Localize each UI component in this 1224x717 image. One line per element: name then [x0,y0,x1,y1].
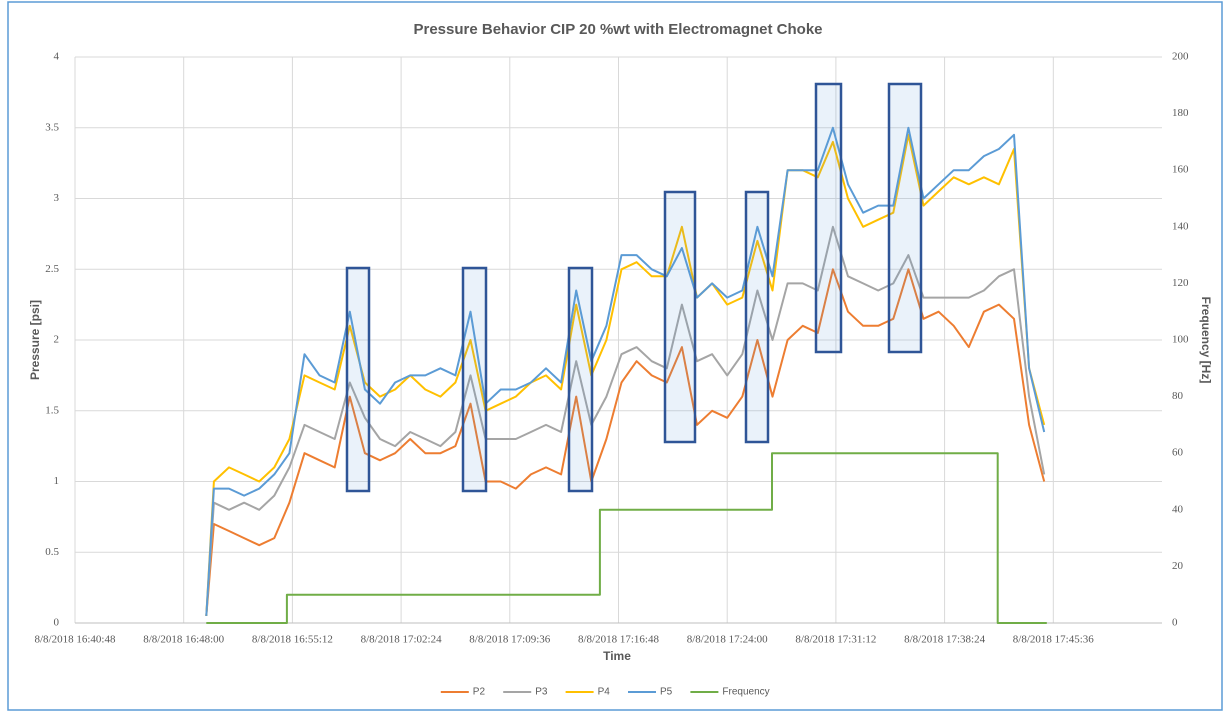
chart-title: Pressure Behavior CIP 20 %wt with Electr… [413,21,822,38]
y-tick-label: 3 [54,192,60,204]
y2-tick-label: 120 [1172,277,1189,289]
series-line [205,126,1046,616]
grid: 00.511.522.533.5402040608010012014016018… [35,51,1189,646]
x-tick-label: 8/8/2018 16:48:00 [143,634,224,646]
y-tick-label: 2 [54,334,60,346]
x-tick-label: 8/8/2018 17:24:00 [687,634,768,646]
highlight-box [663,190,697,444]
x-tick-label: 8/8/2018 16:55:12 [252,634,333,646]
x-tick-label: 8/8/2018 17:38:24 [904,634,985,646]
highlight-box [814,82,843,354]
plot-lines [205,126,1047,624]
series-line [206,452,1047,624]
y2-tick-label: 0 [1172,617,1178,629]
y-tick-label: 1.5 [45,404,59,416]
y2-tick-label: 180 [1172,107,1189,119]
y2-tick-label: 200 [1172,51,1189,63]
x-tick-label: 8/8/2018 17:31:12 [795,634,876,646]
legend-label: P5 [660,687,673,698]
x-tick-label: 8/8/2018 16:40:48 [35,634,116,646]
x-axis-title: Time [603,649,631,663]
legend-label: P2 [473,687,486,698]
y-axis-title: Pressure [psi] [28,300,42,380]
y2-tick-label: 160 [1172,164,1189,176]
series-line [205,225,1046,616]
legend: P2 P3 P4 P5 Frequency [440,687,770,698]
y2-tick-label: 140 [1172,220,1189,232]
series-line [205,268,1046,616]
legend-label: P3 [535,687,548,698]
highlight-box [744,190,770,444]
y-tick-label: 2.5 [45,263,59,275]
y2-tick-label: 20 [1172,560,1184,572]
y-tick-label: 1 [54,475,60,487]
legend-label: P4 [598,687,611,698]
highlight-box [461,266,488,493]
x-tick-label: 8/8/2018 17:45:36 [1013,634,1094,646]
highlight-box [345,266,371,493]
y2-tick-label: 60 [1172,447,1184,459]
legend-label: Frequency [722,687,769,698]
y-tick-label: 0 [54,617,60,629]
highlight-box [887,82,923,354]
y-tick-label: 4 [54,51,60,63]
y2-tick-label: 100 [1172,334,1189,346]
highlight-box [567,266,594,493]
x-tick-label: 8/8/2018 17:16:48 [578,634,659,646]
x-tick-label: 8/8/2018 17:09:36 [469,634,550,646]
y2-tick-label: 80 [1172,390,1184,402]
y-tick-label: 3.5 [45,121,59,133]
chart-frame [7,1,1223,711]
y2-tick-label: 40 [1172,503,1184,515]
y2-axis-title: Frequency [Hz] [1199,297,1213,384]
series-line [205,133,1046,616]
x-tick-label: 8/8/2018 17:02:24 [361,634,442,646]
y-tick-label: 0.5 [45,546,59,558]
highlight-boxes [345,82,923,493]
